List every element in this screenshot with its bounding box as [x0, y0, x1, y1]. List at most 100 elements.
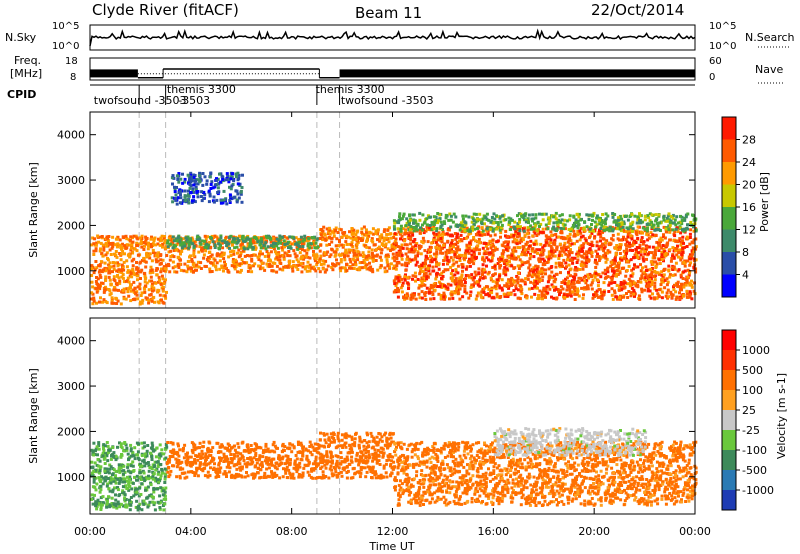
data-cell	[136, 297, 140, 301]
data-cell	[118, 281, 122, 285]
data-cell	[125, 287, 129, 291]
data-cell	[370, 237, 374, 241]
colorbar-tick-label: 28	[742, 134, 756, 147]
data-cell	[584, 238, 588, 242]
data-cell	[144, 486, 148, 490]
data-cell	[456, 232, 460, 236]
data-cell	[151, 248, 155, 252]
data-cell	[177, 266, 181, 269]
data-cell	[618, 296, 621, 300]
data-cell	[680, 222, 684, 226]
data-cell	[343, 254, 347, 258]
data-cell	[564, 277, 568, 281]
data-cell	[300, 256, 304, 260]
data-cell	[99, 281, 103, 285]
data-cell	[666, 219, 670, 223]
data-cell	[130, 259, 134, 263]
data-cell	[161, 300, 165, 304]
data-cell	[676, 221, 680, 225]
data-cell	[174, 193, 178, 197]
data-cell	[401, 281, 405, 285]
data-cell	[225, 202, 229, 206]
data-cell	[189, 254, 192, 258]
data-cell	[671, 221, 675, 225]
colorbar-tick-label: 24	[742, 156, 756, 169]
data-cell	[569, 258, 573, 262]
data-cell	[279, 241, 283, 245]
data-cell	[183, 244, 187, 248]
data-cell	[131, 298, 135, 301]
data-cell	[142, 256, 146, 260]
data-cell	[150, 441, 154, 445]
data-cell	[576, 230, 580, 233]
data-cell	[489, 259, 493, 263]
data-cell	[423, 249, 427, 253]
data-cell	[143, 272, 147, 276]
data-cell	[553, 254, 557, 258]
data-cell	[396, 227, 400, 231]
data-cell	[529, 253, 532, 256]
data-cell	[169, 249, 173, 253]
data-cell	[520, 260, 524, 264]
data-cell	[651, 256, 655, 260]
data-cell	[136, 274, 140, 278]
data-cell	[672, 256, 676, 260]
data-cell	[529, 239, 533, 243]
data-cell	[689, 228, 693, 232]
data-cell	[322, 262, 326, 266]
data-cell	[205, 245, 208, 249]
data-cell	[171, 235, 175, 239]
data-cell	[518, 229, 522, 233]
data-cell	[566, 245, 570, 249]
data-cell	[164, 472, 168, 476]
data-cell	[480, 226, 484, 230]
data-cell	[442, 244, 446, 247]
data-cell	[607, 243, 611, 247]
data-cell	[412, 226, 416, 229]
data-cell	[197, 250, 201, 254]
data-cell	[158, 443, 162, 447]
data-cell	[153, 460, 157, 464]
data-cell	[90, 493, 94, 497]
data-cell	[585, 261, 589, 265]
data-cell	[651, 223, 655, 227]
data-cell	[181, 237, 185, 241]
data-cell	[164, 269, 168, 273]
data-cell	[179, 189, 183, 193]
data-cell	[630, 237, 634, 241]
data-cell	[131, 269, 135, 273]
data-cell	[370, 239, 374, 243]
data-cell	[234, 258, 238, 262]
data-cell	[551, 227, 555, 231]
data-cell	[573, 289, 577, 293]
data-cell	[541, 275, 545, 279]
data-cell	[291, 269, 295, 273]
data-cell	[507, 240, 511, 244]
data-cell	[390, 247, 394, 251]
data-cell	[661, 275, 665, 279]
data-cell	[142, 248, 146, 251]
data-cell	[645, 269, 648, 272]
data-cell	[209, 172, 213, 176]
data-cell	[666, 241, 670, 245]
data-cell	[287, 265, 290, 269]
data-cell	[660, 296, 664, 300]
data-cell	[562, 236, 566, 240]
data-cell	[479, 295, 483, 299]
data-cell	[142, 476, 146, 480]
data-cell	[262, 236, 266, 240]
data-cell	[93, 485, 97, 489]
data-cell	[104, 478, 108, 482]
data-cell	[485, 212, 489, 216]
data-cell	[458, 280, 462, 284]
data-cell	[145, 449, 149, 453]
data-cell	[596, 295, 600, 299]
data-cell	[575, 261, 579, 264]
data-cell	[225, 178, 229, 182]
data-cell	[183, 246, 187, 250]
data-cell	[421, 236, 425, 240]
data-cell	[202, 253, 206, 257]
data-cell	[607, 283, 611, 287]
data-cell	[558, 289, 562, 293]
data-cell	[157, 275, 161, 279]
